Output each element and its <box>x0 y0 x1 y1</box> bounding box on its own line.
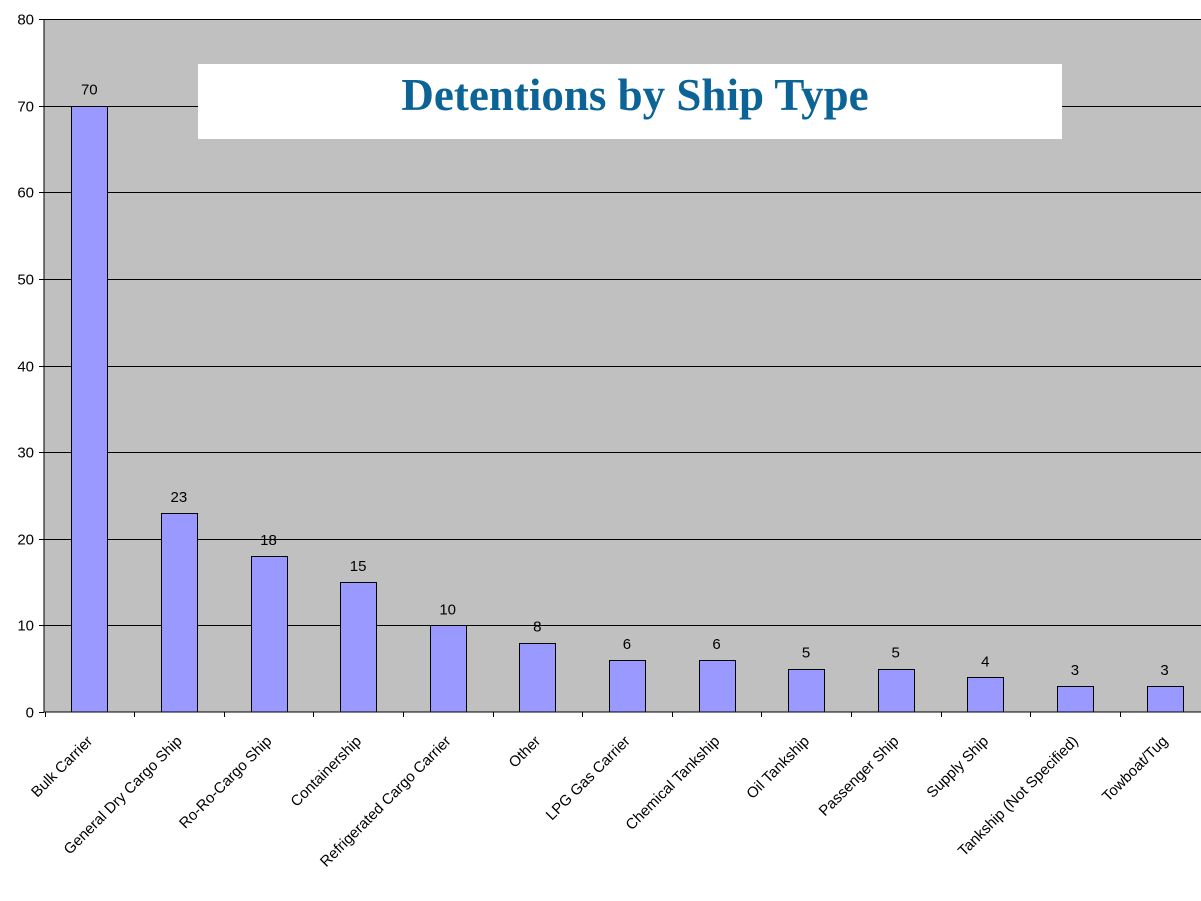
y-tick-label: 30 <box>17 445 34 462</box>
x-tick-label: Oil Tankship <box>743 733 813 803</box>
bar <box>161 513 198 713</box>
x-tick-label: Passenger Ship <box>816 733 903 820</box>
data-label: 3 <box>1071 662 1079 679</box>
y-tick-label: 10 <box>17 618 34 635</box>
data-labels: 70 23 18 15 10 8 6 6 5 5 4 3 3 <box>81 82 1169 679</box>
y-tick-label: 40 <box>17 359 34 376</box>
bar <box>340 582 377 713</box>
bar <box>699 660 736 713</box>
data-label: 8 <box>533 619 541 636</box>
data-label: 5 <box>802 645 810 662</box>
x-tick-label: Bulk Carrier <box>28 733 96 801</box>
y-tick-label: 0 <box>26 705 34 722</box>
data-label: 3 <box>1160 662 1168 679</box>
bar <box>609 660 646 713</box>
bars <box>71 106 1184 713</box>
data-label: 4 <box>981 653 989 670</box>
x-tick-label: Chemical Tankship <box>622 733 723 834</box>
data-label: 18 <box>260 532 277 549</box>
bar <box>519 643 556 713</box>
chart-title: Detentions by Ship Type <box>401 70 868 120</box>
data-label: 5 <box>892 645 900 662</box>
bar <box>967 677 1004 713</box>
x-tick-label: Supply Ship <box>923 733 992 802</box>
y-tick-label: 60 <box>17 185 34 202</box>
bar <box>878 669 915 713</box>
bar <box>430 625 467 713</box>
bar <box>251 556 288 713</box>
bar <box>1147 686 1184 713</box>
x-tick-label: Other <box>506 733 545 772</box>
y-axis-ticks: 0 10 20 30 40 50 60 70 80 <box>17 12 44 722</box>
data-label: 70 <box>81 82 98 99</box>
bar <box>1057 686 1094 713</box>
data-label: 10 <box>439 601 456 618</box>
y-tick-label: 80 <box>17 12 34 29</box>
data-label: 6 <box>712 636 720 653</box>
bar <box>788 669 825 713</box>
data-label: 23 <box>171 489 188 506</box>
bar <box>71 106 108 713</box>
y-tick-label: 70 <box>17 99 34 116</box>
y-tick-label: 50 <box>17 272 34 289</box>
x-tick-label: LPG Gas Carrier <box>543 733 634 824</box>
x-tick-label: Towboat/Tug <box>1099 733 1171 805</box>
y-tick-label: 20 <box>17 532 34 549</box>
x-tick-label: Ro-Ro-Cargo Ship <box>176 733 275 832</box>
x-tick-label: Containership <box>287 733 364 810</box>
data-label: 15 <box>350 558 367 575</box>
chart-title-box: Detentions by Ship Type <box>198 64 1062 139</box>
data-label: 6 <box>623 636 631 653</box>
